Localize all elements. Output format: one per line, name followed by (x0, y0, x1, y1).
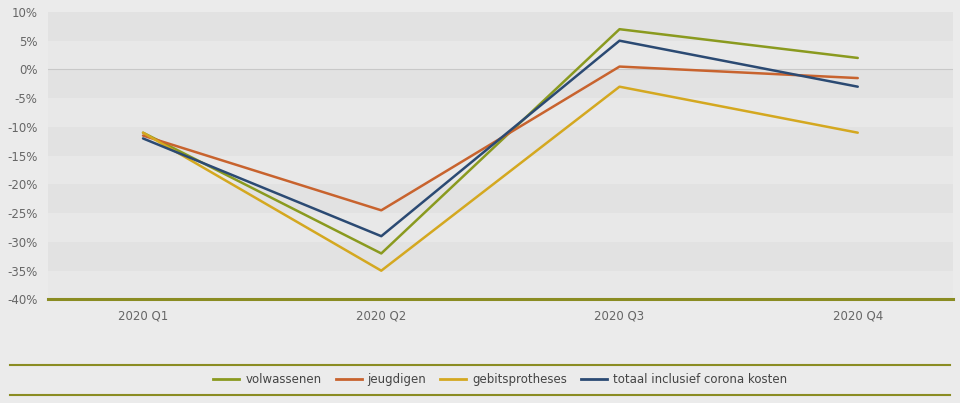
Bar (48, 213, 953, 242)
Bar (48, 242, 953, 271)
Bar (48, 98, 953, 127)
Bar (48, 69, 953, 98)
Bar (48, 12, 953, 41)
Bar (48, 41, 953, 69)
Bar (48, 156, 953, 185)
Bar (48, 127, 953, 156)
Bar (48, 185, 953, 213)
Bar (48, 271, 953, 299)
Legend: volwassenen, jeugdigen, gebitsprotheses, totaal inclusief corona kosten: volwassenen, jeugdigen, gebitsprotheses,… (208, 369, 792, 391)
